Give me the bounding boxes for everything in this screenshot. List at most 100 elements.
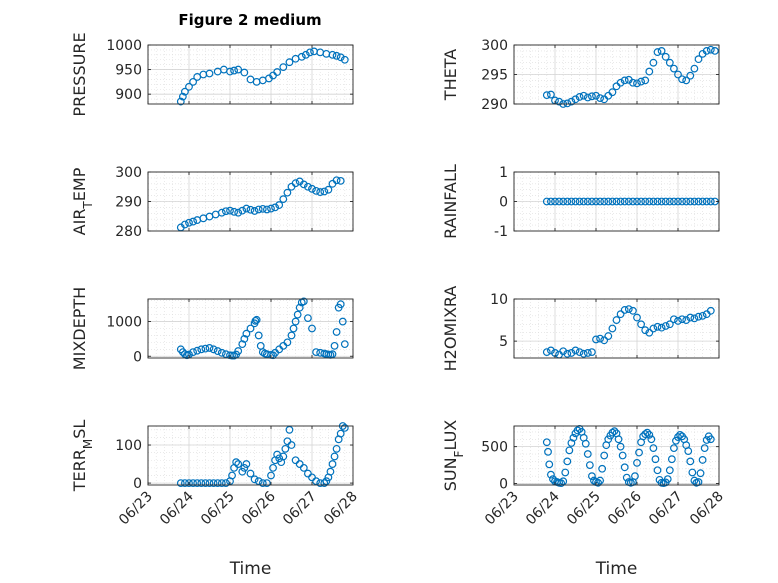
subplot-air-temp: 280 290 300 AIRTEMP — [70, 165, 354, 240]
data-point — [657, 47, 666, 55]
data-point — [633, 79, 641, 88]
data-point — [283, 338, 292, 347]
y-tick-label: -1 — [494, 224, 508, 240]
data-point — [254, 477, 263, 486]
y-tick-label: 300 — [481, 38, 508, 54]
data-point — [686, 313, 695, 322]
y-tick-label: 500 — [481, 440, 508, 456]
data-point — [670, 64, 678, 73]
subplot-theta: 290 295 300 THETA — [441, 38, 720, 113]
data-point — [665, 197, 674, 206]
data-point — [250, 475, 259, 484]
y-axis-label: THETA — [441, 49, 460, 101]
subplot-rainfall: -1 0 1 RAINFALL — [441, 164, 720, 240]
data-point — [242, 460, 251, 468]
data-point — [201, 344, 210, 353]
data-point — [633, 197, 641, 206]
data-point — [297, 52, 306, 61]
y-tick-label: 0 — [499, 195, 508, 211]
data-point — [246, 469, 255, 478]
data-point — [624, 197, 633, 206]
data-point — [567, 197, 576, 206]
data-point — [653, 197, 662, 206]
data-point — [690, 476, 699, 485]
data-point — [667, 455, 676, 464]
data-point — [559, 347, 568, 356]
data-point — [670, 315, 678, 324]
data-point — [306, 48, 314, 57]
data-point — [201, 479, 210, 487]
data-point — [645, 430, 654, 439]
axes-box — [147, 425, 354, 486]
data-point — [217, 208, 226, 217]
data-point — [289, 324, 298, 333]
data-point — [228, 471, 236, 480]
data-point — [291, 317, 300, 326]
y-tick-label: 1000 — [106, 38, 142, 54]
data-point — [242, 204, 251, 213]
data-point — [269, 351, 277, 360]
y-tick-label: 900 — [115, 87, 142, 103]
x-tick-label: 06/26 — [239, 488, 279, 528]
data-point — [189, 348, 198, 357]
data-point — [653, 466, 662, 475]
y-tick-label: 1 — [499, 165, 508, 181]
data-point — [308, 324, 316, 333]
data-point — [641, 430, 650, 439]
data-point — [542, 91, 551, 100]
y-tick-label: 1000 — [106, 315, 142, 331]
data-point — [189, 479, 198, 487]
data-point — [588, 348, 596, 357]
data-point — [221, 207, 230, 216]
data-point — [250, 207, 259, 215]
x-tick-label: 06/28 — [687, 489, 727, 529]
data-point — [332, 444, 341, 453]
axes-box — [147, 298, 354, 359]
data-point — [678, 197, 686, 206]
data-point — [291, 179, 300, 188]
data-point — [620, 463, 629, 472]
data-point — [234, 347, 243, 355]
data-point — [258, 479, 267, 487]
data-point — [571, 197, 580, 206]
data-point — [197, 479, 206, 487]
data-point — [674, 70, 682, 79]
data-point — [563, 457, 572, 466]
data-point — [698, 197, 707, 206]
data-point — [332, 51, 341, 60]
data-point — [267, 471, 275, 480]
data-point — [258, 204, 267, 213]
data-point — [694, 55, 703, 64]
data-point — [180, 87, 189, 96]
data-point — [711, 47, 719, 55]
data-point — [234, 460, 243, 468]
data-point — [271, 203, 280, 212]
y-axis-label: RAINFALL — [441, 164, 460, 239]
data-point — [328, 460, 337, 468]
data-point — [221, 479, 230, 487]
data-point — [547, 470, 555, 479]
data-point — [312, 477, 321, 486]
data-point — [234, 65, 243, 74]
y-tick-label: 950 — [115, 63, 142, 79]
data-point — [657, 323, 666, 332]
data-point — [338, 317, 347, 326]
data-point — [304, 314, 312, 322]
plot-area — [148, 426, 353, 485]
y-axis-label: AIRTEMP — [70, 167, 95, 235]
axes-box — [513, 298, 720, 359]
data-point — [620, 76, 629, 85]
data-point — [332, 176, 341, 185]
data-point — [547, 197, 555, 206]
data-point — [189, 77, 198, 86]
data-point — [571, 346, 580, 355]
data-point — [555, 97, 563, 106]
data-point — [563, 349, 572, 358]
data-point — [670, 197, 678, 206]
data-point — [702, 197, 711, 206]
data-point — [616, 78, 625, 87]
data-point — [583, 197, 592, 206]
data-point — [696, 469, 705, 478]
